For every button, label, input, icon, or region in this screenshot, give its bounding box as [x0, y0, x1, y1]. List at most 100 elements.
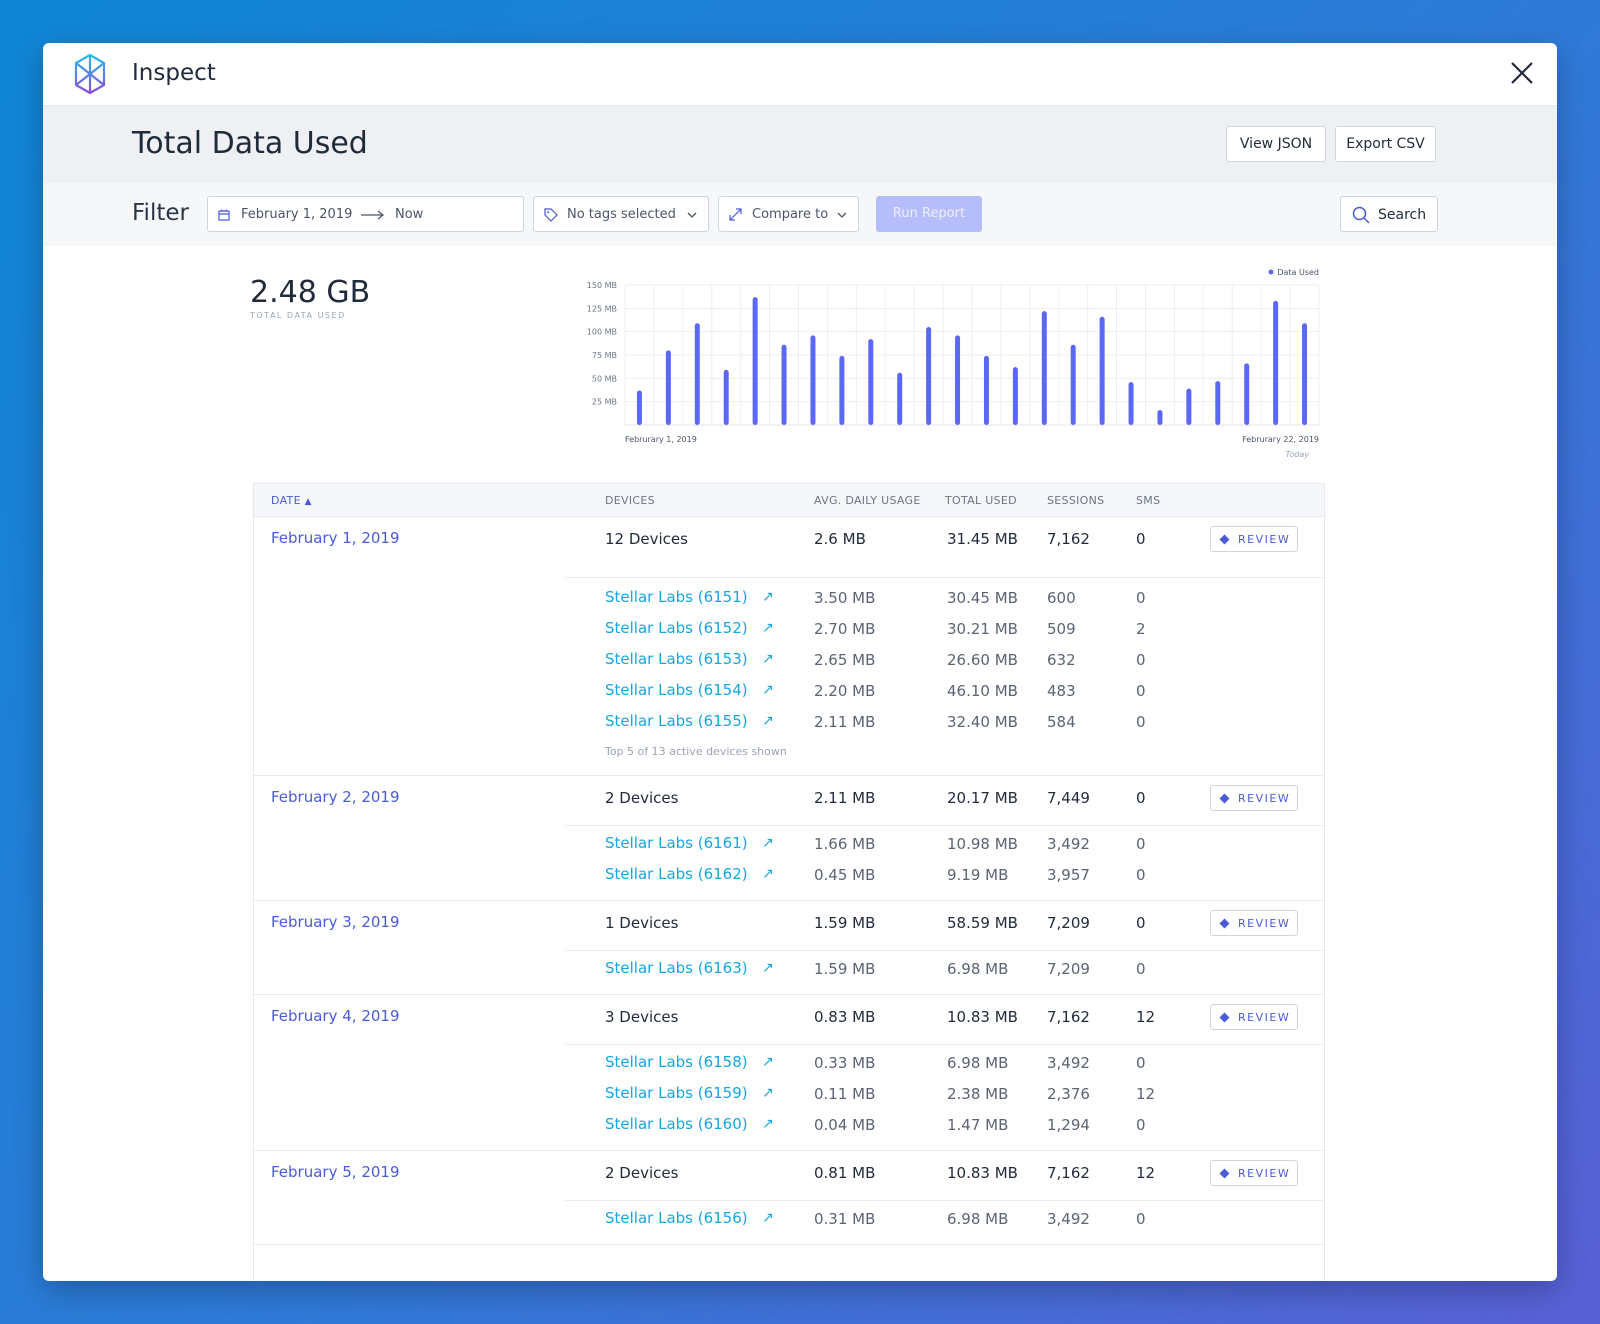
group-date-link[interactable]: February 4, 2019 [271, 1007, 400, 1025]
device-avg: 0.04 MB [814, 1116, 876, 1134]
date-range-picker[interactable]: February 1, 2019 Now [207, 196, 524, 232]
arrow-up-right-icon[interactable]: ↗ [762, 866, 774, 882]
group-date-link[interactable]: February 1, 2019 [271, 529, 400, 547]
arrow-up-right-icon[interactable]: ↗ [762, 682, 774, 698]
device-avg: 1.59 MB [814, 960, 876, 978]
tags-value: No tags selected [567, 207, 676, 222]
arrow-up-right-icon[interactable]: ↗ [762, 589, 774, 605]
close-icon[interactable] [1507, 58, 1537, 88]
total-column-header: TOTAL USED [945, 494, 1017, 507]
summary-sessions: 7,162 [1047, 1164, 1090, 1182]
group-date-link[interactable]: February 5, 2019 [271, 1163, 400, 1181]
device-link[interactable]: Stellar Labs (6152) [605, 619, 748, 637]
review-button[interactable]: REVIEW [1210, 910, 1298, 936]
page-header: Total Data Used View JSON Export CSV [43, 106, 1557, 183]
device-sms: 0 [1136, 835, 1146, 853]
chart-bar [1041, 311, 1047, 425]
review-label: REVIEW [1238, 533, 1291, 546]
summary-total: 31.45 MB [947, 530, 1018, 548]
review-button[interactable]: REVIEW [1210, 785, 1298, 811]
arrow-up-right-icon[interactable]: ↗ [762, 620, 774, 636]
diamond-icon [1219, 534, 1230, 545]
device-total: 30.21 MB [947, 620, 1018, 638]
arrow-up-right-icon[interactable]: ↗ [762, 1054, 774, 1070]
chart-bar [636, 390, 642, 425]
export-csv-button[interactable]: Export CSV [1335, 126, 1436, 162]
review-button[interactable]: REVIEW [1210, 1004, 1298, 1030]
arrow-up-right-icon[interactable]: ↗ [762, 1210, 774, 1226]
arrow-up-right-icon[interactable]: ↗ [762, 960, 774, 976]
chart-bar [810, 335, 816, 425]
arrow-up-right-icon[interactable]: ↗ [762, 835, 774, 851]
chart-bar [839, 355, 845, 425]
device-sessions: 600 [1047, 589, 1076, 607]
device-avg: 0.33 MB [814, 1054, 876, 1072]
search-label: Search [1378, 207, 1427, 223]
device-sessions: 509 [1047, 620, 1076, 638]
date-group: February 4, 2019 3 Devices 0.83 MB 10.83 MB… [254, 995, 1324, 1151]
device-total: 46.10 MB [947, 682, 1018, 700]
inspect-window: Inspect Total Data Used View JSON Export… [43, 43, 1557, 1281]
x-start-label: Februrary 1, 2019 [625, 435, 697, 444]
devices-column-header: DEVICES [605, 494, 655, 507]
device-link[interactable]: Stellar Labs (6163) [605, 959, 748, 977]
device-link[interactable]: Stellar Labs (6159) [605, 1084, 748, 1102]
device-sms: 0 [1136, 1210, 1146, 1228]
diamond-icon [1219, 793, 1230, 804]
sms-column-header: SMS [1136, 494, 1161, 507]
summary-avg: 0.81 MB [814, 1164, 876, 1182]
device-sessions: 3,492 [1047, 835, 1090, 853]
arrow-right-icon [361, 210, 385, 220]
group-date-link[interactable]: February 2, 2019 [271, 788, 400, 806]
app-logo-icon [74, 53, 106, 95]
device-link[interactable]: Stellar Labs (6160) [605, 1115, 748, 1133]
device-link[interactable]: Stellar Labs (6161) [605, 834, 748, 852]
chart-bar [1244, 363, 1250, 425]
device-total: 26.60 MB [947, 651, 1018, 669]
arrow-up-right-icon[interactable]: ↗ [762, 1116, 774, 1132]
device-link[interactable]: Stellar Labs (6156) [605, 1209, 748, 1227]
device-link[interactable]: Stellar Labs (6155) [605, 712, 748, 730]
device-sms: 0 [1136, 866, 1146, 884]
device-sessions: 3,492 [1047, 1054, 1090, 1072]
summary-sms: 0 [1136, 914, 1146, 932]
chevron-down-icon [837, 212, 847, 218]
device-sessions: 3,957 [1047, 866, 1090, 884]
date-group: February 1, 2019 12 Devices 2.6 MB 31.45 MB… [254, 517, 1324, 776]
arrow-up-right-icon[interactable]: ↗ [762, 651, 774, 667]
review-button[interactable]: REVIEW [1210, 526, 1298, 552]
table-body: February 1, 2019 12 Devices 2.6 MB 31.45 MB… [254, 517, 1324, 1245]
date-column-label: DATE [271, 494, 301, 507]
compare-select[interactable]: Compare to [718, 196, 859, 232]
view-json-button[interactable]: View JSON [1226, 126, 1326, 162]
summary-total: 58.59 MB [947, 914, 1018, 932]
arrow-up-right-icon[interactable]: ↗ [762, 713, 774, 729]
review-label: REVIEW [1238, 1011, 1291, 1024]
review-button[interactable]: REVIEW [1210, 1160, 1298, 1186]
tags-select[interactable]: No tags selected [533, 196, 709, 232]
summary-avg: 1.59 MB [814, 914, 876, 932]
chart-bar [723, 369, 729, 425]
device-total: 9.19 MB [947, 866, 1009, 884]
arrow-up-right-icon[interactable]: ↗ [762, 1085, 774, 1101]
run-report-button[interactable]: Run Report [876, 196, 982, 232]
row-divider [565, 577, 1324, 578]
device-link[interactable]: Stellar Labs (6158) [605, 1053, 748, 1071]
search-button[interactable]: Search [1340, 196, 1438, 232]
device-count: 12 Devices [605, 530, 688, 548]
device-sessions: 584 [1047, 713, 1076, 731]
calendar-icon [218, 209, 230, 221]
review-label: REVIEW [1238, 792, 1291, 805]
device-link[interactable]: Stellar Labs (6151) [605, 588, 748, 606]
y-tick-label: 150 MB [587, 281, 617, 290]
chart-bar [897, 372, 903, 425]
device-link[interactable]: Stellar Labs (6154) [605, 681, 748, 699]
summary-avg: 0.83 MB [814, 1008, 876, 1026]
date-column-header[interactable]: DATE ▲ [271, 494, 312, 507]
group-date-link[interactable]: February 3, 2019 [271, 913, 400, 931]
device-avg: 3.50 MB [814, 589, 876, 607]
device-link[interactable]: Stellar Labs (6162) [605, 865, 748, 883]
diamond-icon [1219, 1012, 1230, 1023]
device-link[interactable]: Stellar Labs (6153) [605, 650, 748, 668]
device-avg: 0.11 MB [814, 1085, 876, 1103]
